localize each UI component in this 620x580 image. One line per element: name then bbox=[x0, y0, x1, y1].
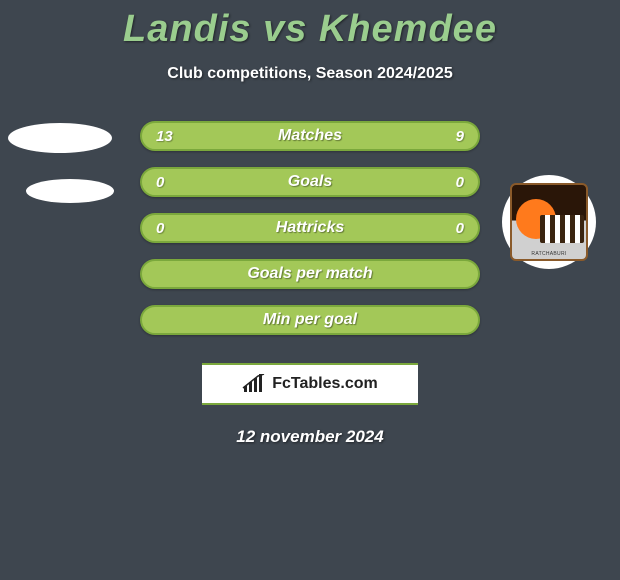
stat-right-value: 0 bbox=[444, 174, 464, 191]
stat-row-goals-per-match: Goals per match bbox=[140, 259, 480, 289]
stat-left-value: 13 bbox=[156, 128, 176, 145]
stat-label: Goals bbox=[288, 173, 332, 191]
stats-list: 13 Matches 9 0 Goals 0 0 Hattricks 0 Goa… bbox=[0, 121, 620, 335]
stat-label: Matches bbox=[278, 127, 342, 145]
brand-text: FcTables.com bbox=[272, 375, 378, 393]
brand-bar[interactable]: FcTables.com bbox=[202, 363, 418, 405]
stat-row-matches: 13 Matches 9 bbox=[140, 121, 480, 151]
stat-label: Hattricks bbox=[276, 219, 344, 237]
stat-right-value: 9 bbox=[444, 128, 464, 145]
stat-label: Goals per match bbox=[247, 265, 372, 283]
bar-chart-icon bbox=[242, 374, 266, 394]
date-label: 12 november 2024 bbox=[0, 427, 620, 447]
stat-label: Min per goal bbox=[263, 311, 357, 329]
stat-right-value: 0 bbox=[444, 220, 464, 237]
stat-row-hattricks: 0 Hattricks 0 bbox=[140, 213, 480, 243]
stat-row-min-per-goal: Min per goal bbox=[140, 305, 480, 335]
stat-left-value: 0 bbox=[156, 220, 176, 237]
stat-row-goals: 0 Goals 0 bbox=[140, 167, 480, 197]
subtitle: Club competitions, Season 2024/2025 bbox=[0, 65, 620, 83]
stat-left-value: 0 bbox=[156, 174, 176, 191]
page-title: Landis vs Khemdee bbox=[0, 0, 620, 51]
